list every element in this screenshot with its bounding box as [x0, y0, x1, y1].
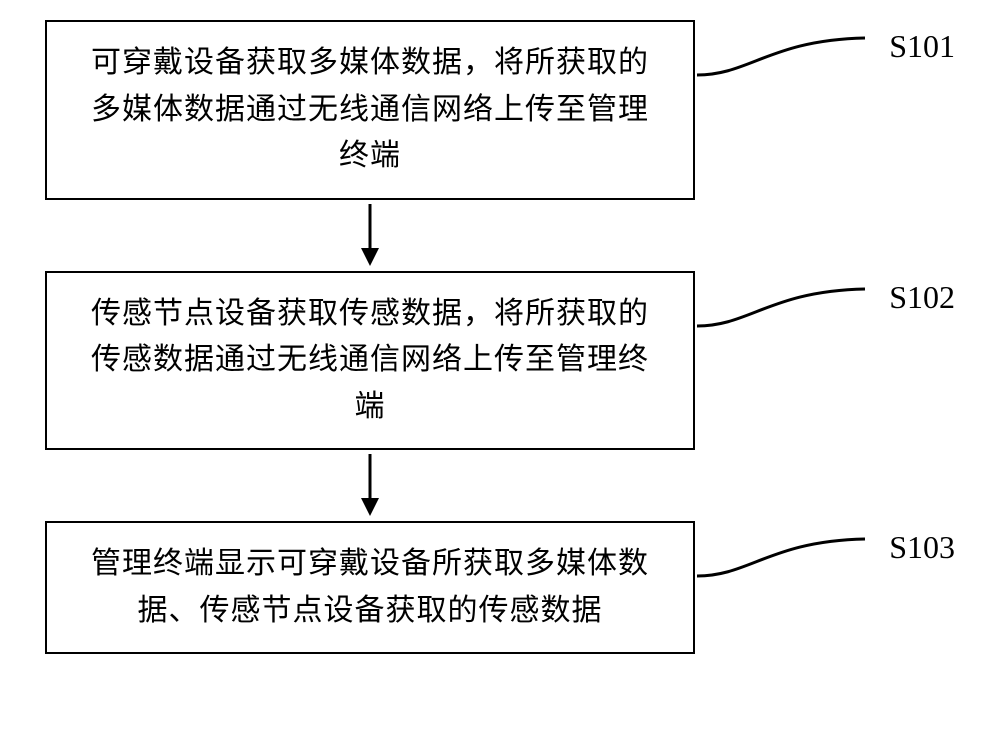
connector-curve-icon	[695, 20, 885, 90]
step-label: S101	[889, 28, 955, 65]
connector-curve-icon	[695, 271, 885, 341]
flowchart-node-s101: 可穿戴设备获取多媒体数据，将所获取的多媒体数据通过无线通信网络上传至管理终端	[45, 20, 695, 200]
arrow-down-icon	[355, 204, 385, 267]
flowchart-step: 管理终端显示可穿戴设备所获取多媒体数据、传感节点设备获取的传感数据 S103	[45, 521, 955, 654]
flowchart-node-s102: 传感节点设备获取传感数据，将所获取的传感数据通过无线通信网络上传至管理终端	[45, 271, 695, 451]
flowchart-step: 可穿戴设备获取多媒体数据，将所获取的多媒体数据通过无线通信网络上传至管理终端 S…	[45, 20, 955, 200]
flowchart-step: 传感节点设备获取传感数据，将所获取的传感数据通过无线通信网络上传至管理终端 S1…	[45, 271, 955, 451]
flowchart-container: 可穿戴设备获取多媒体数据，将所获取的多媒体数据通过无线通信网络上传至管理终端 S…	[45, 20, 955, 654]
flowchart-arrow	[45, 200, 695, 271]
step-label: S102	[889, 279, 955, 316]
node-text: 可穿戴设备获取多媒体数据，将所获取的多媒体数据通过无线通信网络上传至管理终端	[91, 46, 649, 172]
connector-curve-icon	[695, 521, 885, 591]
node-text: 管理终端显示可穿戴设备所获取多媒体数据、传感节点设备获取的传感数据	[91, 547, 649, 627]
node-text: 传感节点设备获取传感数据，将所获取的传感数据通过无线通信网络上传至管理终端	[91, 297, 649, 423]
flowchart-node-s103: 管理终端显示可穿戴设备所获取多媒体数据、传感节点设备获取的传感数据	[45, 521, 695, 654]
flowchart-arrow	[45, 450, 695, 521]
arrow-down-icon	[355, 454, 385, 517]
step-label: S103	[889, 529, 955, 566]
